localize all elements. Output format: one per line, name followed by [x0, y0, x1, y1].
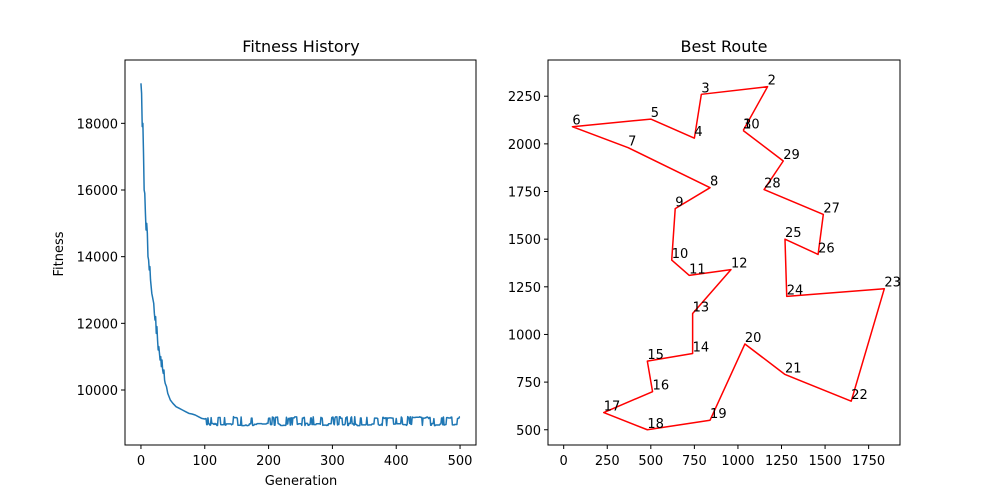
route-x-tick-label: 500 [638, 454, 663, 469]
fitness-x-tick-label: 500 [448, 454, 473, 469]
city-label-29: 29 [783, 148, 800, 163]
route-x-tick-label: 1250 [765, 454, 798, 469]
route-path-line [571, 85, 886, 431]
fitness-y-tick-label: 12000 [77, 317, 118, 332]
city-label-26: 26 [818, 241, 835, 256]
route-chart-title: Best Route [681, 37, 768, 56]
fitness-axes-frame [124, 59, 477, 446]
city-label-11: 11 [689, 262, 706, 277]
route-x-tick-label: 250 [595, 454, 620, 469]
fitness-plot-area [140, 83, 461, 427]
city-label-10: 10 [672, 247, 689, 262]
route-x-tick-label: 750 [682, 454, 707, 469]
city-label-19: 19 [710, 407, 727, 422]
fitness-x-tick-label: 0 [137, 454, 145, 469]
city-label-14: 14 [693, 341, 710, 356]
fitness-x-axis-label: Generation [265, 474, 338, 489]
city-label-24: 24 [787, 283, 804, 298]
city-label-17: 17 [604, 400, 621, 415]
best-route-chart: Best Route 0 250 500 750 1000 1250 1500 1750500… [508, 37, 901, 469]
route-x-tick-label: 1500 [809, 454, 842, 469]
city-label-9: 9 [675, 196, 683, 211]
city-label-8: 8 [710, 175, 718, 190]
city-label-7: 7 [628, 135, 636, 150]
route-axis-ticks: 0 250 500 750 1000 1250 1500 1750 500 750 1000 1250… [508, 90, 885, 469]
city-label-25: 25 [785, 226, 802, 241]
fitness-y-tick-label: 14000 [77, 251, 118, 266]
route-x-tick-label: 1000 [721, 454, 754, 469]
fitness-y-tick-label: 16000 [77, 184, 118, 199]
city-label-21: 21 [785, 361, 802, 376]
city-label-28: 28 [764, 177, 781, 192]
route-y-tick-label: 1250 [508, 281, 541, 296]
fitness-y-tick-label: 18000 [77, 117, 118, 132]
fitness-x-tick-label: 100 [192, 454, 217, 469]
city-label-2: 2 [768, 74, 776, 89]
city-label-22: 22 [851, 388, 868, 403]
city-label-30: 30 [743, 118, 760, 133]
route-y-tick-label: 2250 [508, 90, 541, 105]
fitness-x-tick-label: 200 [256, 454, 281, 469]
city-label-16: 16 [653, 379, 670, 394]
city-label-12: 12 [731, 257, 748, 272]
fitness-chart-title: Fitness History [242, 37, 359, 56]
fitness-y-tick-label: 10000 [77, 384, 118, 399]
city-label-15: 15 [647, 348, 664, 363]
route-y-tick-label: 750 [516, 376, 541, 391]
fitness-y-axis-label: Fitness [52, 231, 67, 276]
fitness-axis-ticks: 0 100 200 300 400 500 10000 12000 14000 16000 1800… [77, 117, 473, 469]
route-y-tick-label: 2000 [508, 138, 541, 153]
city-label-3: 3 [701, 81, 709, 96]
route-y-tick-label: 1000 [508, 328, 541, 343]
city-label-23: 23 [884, 276, 901, 291]
city-label-5: 5 [651, 106, 659, 121]
city-label-13: 13 [693, 300, 710, 315]
route-axes-frame [547, 59, 901, 446]
fitness-x-tick-label: 300 [320, 454, 345, 469]
fitness-history-chart: Fitness History Generation Fitness 0 100 2… [52, 37, 477, 489]
city-label-4: 4 [694, 125, 702, 140]
route-y-tick-label: 1500 [508, 233, 541, 248]
fitness-x-tick-label: 400 [384, 454, 409, 469]
city-label-20: 20 [745, 331, 762, 346]
route-y-tick-label: 500 [516, 424, 541, 439]
fitness-series-line [140, 83, 461, 427]
city-label-18: 18 [647, 417, 664, 432]
city-label-6: 6 [572, 114, 580, 129]
city-label-1: 1 [743, 118, 751, 133]
city-label-27: 27 [823, 201, 840, 216]
route-x-tick-label: 1750 [852, 454, 885, 469]
route-x-tick-label: 0 [560, 454, 568, 469]
route-y-tick-label: 1750 [508, 186, 541, 201]
